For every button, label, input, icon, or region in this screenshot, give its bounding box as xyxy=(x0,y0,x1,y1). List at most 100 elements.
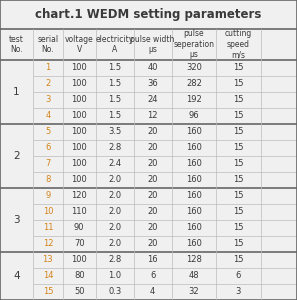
Text: 15: 15 xyxy=(233,239,244,248)
Text: test
No.: test No. xyxy=(9,34,24,54)
Text: 110: 110 xyxy=(71,208,87,217)
Text: 160: 160 xyxy=(186,224,202,232)
Text: 2.0: 2.0 xyxy=(108,176,121,184)
Text: 15: 15 xyxy=(233,64,244,73)
Text: serial
No.: serial No. xyxy=(37,34,59,54)
Text: 160: 160 xyxy=(186,239,202,248)
Text: 15: 15 xyxy=(233,224,244,232)
Text: 48: 48 xyxy=(189,272,199,280)
Text: 3: 3 xyxy=(45,95,50,104)
Text: 6: 6 xyxy=(150,272,155,280)
Text: 160: 160 xyxy=(186,143,202,152)
Text: 1.5: 1.5 xyxy=(108,64,121,73)
Text: 16: 16 xyxy=(147,256,158,265)
Text: 2.0: 2.0 xyxy=(108,191,121,200)
Text: 70: 70 xyxy=(74,239,85,248)
Text: 9: 9 xyxy=(45,191,50,200)
Text: 15: 15 xyxy=(233,128,244,136)
Text: 160: 160 xyxy=(186,191,202,200)
Text: 10: 10 xyxy=(42,208,53,217)
Text: 8: 8 xyxy=(45,176,50,184)
Text: 3.5: 3.5 xyxy=(108,128,121,136)
Text: 32: 32 xyxy=(189,287,199,296)
Text: 2.4: 2.4 xyxy=(108,160,121,169)
Text: 15: 15 xyxy=(233,112,244,121)
Text: 100: 100 xyxy=(71,128,87,136)
Text: 160: 160 xyxy=(186,208,202,217)
Text: 100: 100 xyxy=(71,176,87,184)
Text: 1.5: 1.5 xyxy=(108,80,121,88)
Text: 160: 160 xyxy=(186,160,202,169)
Text: 11: 11 xyxy=(42,224,53,232)
Text: 160: 160 xyxy=(186,128,202,136)
Text: 14: 14 xyxy=(42,272,53,280)
Text: 6: 6 xyxy=(236,272,241,280)
Text: pulse
seperation
μs: pulse seperation μs xyxy=(173,29,214,59)
Text: 2.8: 2.8 xyxy=(108,143,121,152)
Text: 4: 4 xyxy=(150,287,155,296)
Text: 1: 1 xyxy=(13,87,20,97)
Text: 100: 100 xyxy=(71,143,87,152)
Text: 100: 100 xyxy=(71,95,87,104)
Text: 2.0: 2.0 xyxy=(108,208,121,217)
Text: 15: 15 xyxy=(233,256,244,265)
Text: 1.0: 1.0 xyxy=(108,272,121,280)
Text: 192: 192 xyxy=(186,95,202,104)
Text: 1.5: 1.5 xyxy=(108,112,121,121)
Text: 160: 160 xyxy=(186,176,202,184)
Text: 24: 24 xyxy=(147,95,158,104)
Text: 2.8: 2.8 xyxy=(108,256,121,265)
Text: 50: 50 xyxy=(74,287,84,296)
Text: 2: 2 xyxy=(45,80,50,88)
Text: 100: 100 xyxy=(71,160,87,169)
Text: electricity
A: electricity A xyxy=(96,34,134,54)
Text: pulse width
μs: pulse width μs xyxy=(130,34,175,54)
Text: 5: 5 xyxy=(45,128,50,136)
Text: 1: 1 xyxy=(45,64,50,73)
Text: 15: 15 xyxy=(233,191,244,200)
Text: chart.1 WEDM setting parameters: chart.1 WEDM setting parameters xyxy=(35,8,262,21)
Text: 20: 20 xyxy=(147,224,158,232)
Text: 7: 7 xyxy=(45,160,50,169)
Text: 128: 128 xyxy=(186,256,202,265)
Text: 282: 282 xyxy=(186,80,202,88)
Text: 100: 100 xyxy=(71,256,87,265)
Text: 20: 20 xyxy=(147,191,158,200)
Text: 40: 40 xyxy=(147,64,158,73)
Text: 100: 100 xyxy=(71,80,87,88)
Text: 15: 15 xyxy=(233,176,244,184)
Text: 100: 100 xyxy=(71,112,87,121)
Text: 2.0: 2.0 xyxy=(108,224,121,232)
Text: 4: 4 xyxy=(13,271,20,281)
Text: 3: 3 xyxy=(13,215,20,225)
Text: 320: 320 xyxy=(186,64,202,73)
Text: 2: 2 xyxy=(13,151,20,161)
Text: 0.3: 0.3 xyxy=(108,287,121,296)
Text: 15: 15 xyxy=(233,208,244,217)
Text: 20: 20 xyxy=(147,176,158,184)
Text: 13: 13 xyxy=(42,256,53,265)
Text: 15: 15 xyxy=(233,143,244,152)
Text: 20: 20 xyxy=(147,239,158,248)
Text: 15: 15 xyxy=(233,80,244,88)
Text: 80: 80 xyxy=(74,272,85,280)
Text: 90: 90 xyxy=(74,224,84,232)
Text: 4: 4 xyxy=(45,112,50,121)
Text: 1.5: 1.5 xyxy=(108,95,121,104)
Text: 36: 36 xyxy=(147,80,158,88)
Text: 12: 12 xyxy=(42,239,53,248)
Text: 6: 6 xyxy=(45,143,50,152)
Text: 20: 20 xyxy=(147,208,158,217)
Text: 12: 12 xyxy=(147,112,158,121)
Text: 15: 15 xyxy=(233,160,244,169)
Text: 100: 100 xyxy=(71,64,87,73)
Text: 120: 120 xyxy=(71,191,87,200)
Text: 20: 20 xyxy=(147,128,158,136)
Text: 15: 15 xyxy=(233,95,244,104)
Text: 96: 96 xyxy=(189,112,199,121)
Text: 20: 20 xyxy=(147,143,158,152)
Text: voltage
V: voltage V xyxy=(65,34,94,54)
Text: 2.0: 2.0 xyxy=(108,239,121,248)
Text: 20: 20 xyxy=(147,160,158,169)
Text: 3: 3 xyxy=(236,287,241,296)
